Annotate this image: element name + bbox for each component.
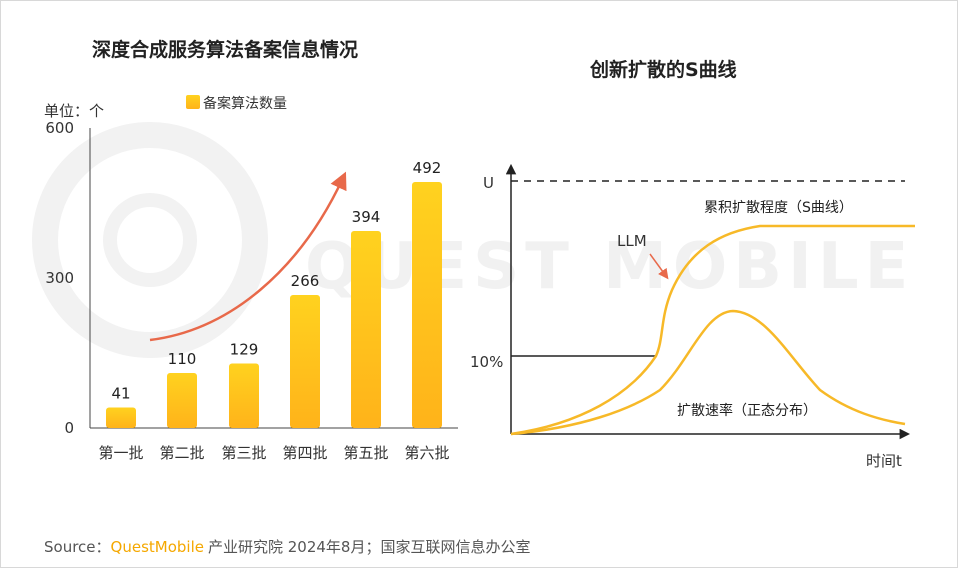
bar (229, 363, 259, 428)
bar-value-label: 394 (352, 208, 381, 226)
source-prefix: Source： (44, 538, 111, 556)
source-text: 产业研究院 2024年8月；国家互联网信息办公室 (207, 538, 531, 556)
bar-value-label: 129 (230, 341, 259, 359)
bar-category-label: 第三批 (221, 444, 266, 462)
legend-swatch (186, 95, 200, 109)
s-curve (510, 224, 915, 436)
threshold-label: 10% (470, 353, 503, 371)
bar-value-label: 492 (413, 159, 442, 177)
y-tick-label: 300 (45, 269, 74, 287)
bar-y-ticks: 0 300 600 (45, 119, 74, 437)
bar-value-labels: 41 110 129 266 394 492 (111, 159, 441, 403)
bar-chart-title: 深度合成服务算法备案信息情况 (92, 38, 358, 61)
bar (290, 295, 320, 428)
bar-value-label: 41 (111, 385, 130, 403)
bar-category-label: 第二批 (159, 444, 204, 462)
bars (106, 182, 442, 428)
source-line: Source：QuestMobile 产业研究院 2024年8月；国家互联网信息办… (44, 536, 530, 557)
s-curve-label: 累积扩散程度（S曲线） (704, 200, 853, 216)
bar-value-label: 110 (168, 350, 197, 368)
llm-annotation: LLM (617, 232, 647, 250)
scurve-x-label: 时间t (866, 452, 902, 470)
y-tick-label: 600 (45, 119, 74, 137)
bell-curve-label: 扩散速率（正态分布） (677, 402, 817, 419)
llm-arrow (649, 253, 669, 280)
scurve-chart-title: 创新扩散的S曲线 (589, 58, 737, 81)
y-tick-label: 0 (64, 419, 74, 437)
trend-arrow (149, 171, 347, 342)
bar (167, 373, 197, 428)
legend-label: 备案算法数量 (203, 95, 287, 112)
bar-category-label: 第一批 (98, 444, 143, 462)
bar-category-labels: 第一批 第二批 第三批 第四批 第五批 第六批 (98, 444, 449, 462)
bar-category-label: 第五批 (343, 444, 388, 462)
watermark: QUEST MOBILE (32, 122, 914, 358)
bar-unit-label: 单位：个 (44, 102, 104, 120)
bar-value-label: 266 (291, 272, 320, 290)
bar-category-label: 第四批 (282, 444, 327, 462)
watermark-text: QUEST MOBILE (305, 230, 914, 304)
source-brand: QuestMobile (110, 538, 204, 556)
bar (106, 407, 136, 428)
bar-legend: 备案算法数量 (186, 95, 287, 112)
bar (412, 182, 442, 428)
bar-category-label: 第六批 (404, 444, 449, 462)
bar (351, 231, 381, 428)
upper-limit-label: U (483, 174, 494, 192)
bell-curve (510, 309, 906, 436)
